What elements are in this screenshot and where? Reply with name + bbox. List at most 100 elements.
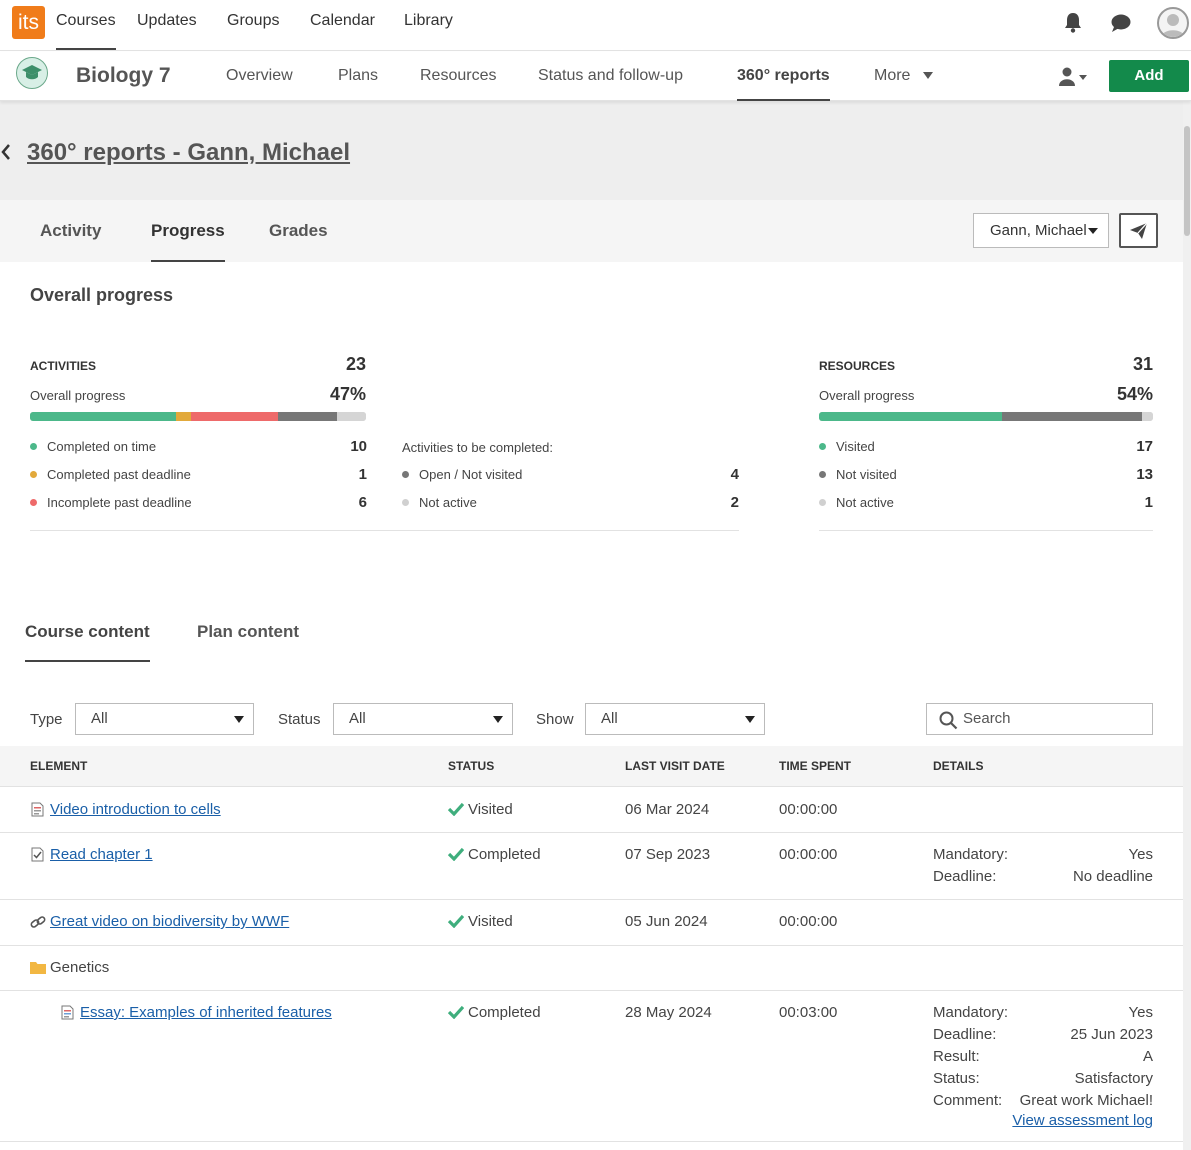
show-filter-select[interactable]: All	[585, 703, 765, 735]
nav-calendar[interactable]: Calendar	[310, 12, 375, 29]
to-complete-label: Activities to be completed:	[402, 440, 554, 455]
resources-progress-label: Overall progress	[819, 388, 915, 403]
status-filter-select[interactable]: All	[333, 703, 513, 735]
check-icon	[448, 802, 464, 816]
element-link[interactable]: Essay: Examples of inherited features	[80, 1004, 332, 1021]
legend-label: Visited	[836, 439, 875, 454]
column-last-visit-date[interactable]: LAST VISIT DATE	[625, 759, 725, 773]
role-menu-icon[interactable]	[1059, 67, 1089, 92]
legend-dot	[402, 471, 409, 478]
bell-icon[interactable]	[1063, 12, 1085, 34]
tab-more-label: More	[874, 67, 911, 84]
legend-completed-on-time: Completed on time	[30, 439, 156, 454]
legend-value: 6	[358, 494, 367, 511]
course-title[interactable]: Biology 7	[76, 64, 171, 87]
chat-icon[interactable]	[1110, 12, 1132, 34]
user-select[interactable]: Gann, Michael	[973, 213, 1109, 248]
caret-down-icon	[745, 716, 755, 723]
scrollbar-thumb[interactable]	[1184, 126, 1190, 236]
tab-status-follow-up[interactable]: Status and follow-up	[538, 67, 683, 84]
tab-progress[interactable]: Progress	[151, 221, 225, 262]
last-visit-date: 05 Jun 2024	[625, 913, 708, 930]
status-text: Completed	[468, 1004, 541, 1021]
legend-dot	[30, 471, 37, 478]
detail-label: Comment:	[933, 1092, 1003, 1109]
legend-value: 13	[1136, 466, 1153, 483]
paper-plane-icon	[1130, 222, 1148, 239]
type-filter-select[interactable]: All	[75, 703, 254, 735]
detail-label: Mandatory:	[933, 1004, 1009, 1021]
tab-resources[interactable]: Resources	[420, 67, 497, 84]
detail-value: Great work Michael!	[1019, 1092, 1153, 1109]
time-spent: 00:03:00	[779, 1004, 838, 1021]
progress-segment	[336, 412, 366, 421]
page-title[interactable]: 360° reports - Gann, Michael	[27, 139, 351, 166]
detail-label: Result:	[933, 1048, 980, 1065]
link-icon	[30, 915, 46, 934]
folder-icon	[30, 961, 46, 979]
nav-updates[interactable]: Updates	[137, 12, 197, 29]
legend-label: Open / Not visited	[419, 467, 523, 482]
nav-library[interactable]: Library	[404, 12, 453, 29]
view-assessment-log-link[interactable]: View assessment log	[1012, 1112, 1153, 1129]
send-message-button[interactable]	[1119, 213, 1158, 248]
show-filter-label: Show	[536, 711, 574, 728]
type-filter-label: Type	[30, 711, 63, 728]
check-icon	[448, 847, 464, 861]
its-logo[interactable]: its	[12, 6, 45, 39]
resources-progress-bar	[819, 412, 1153, 421]
divider	[30, 530, 739, 531]
nav-groups[interactable]: Groups	[227, 12, 280, 29]
caret-down-icon	[922, 72, 933, 79]
tab-course-content[interactable]: Course content	[25, 622, 150, 662]
folder-name[interactable]: Genetics	[50, 959, 110, 976]
status-filter-value: All	[349, 710, 366, 727]
legend-label: Not active	[419, 495, 477, 510]
progress-segment	[278, 412, 337, 421]
back-chevron-icon[interactable]	[0, 143, 12, 166]
legend-value: 10	[350, 438, 367, 455]
tab-grades[interactable]: Grades	[269, 221, 328, 240]
legend-dot	[30, 443, 37, 450]
video-file-icon	[31, 802, 44, 822]
tab-360-reports[interactable]: 360° reports	[737, 67, 830, 101]
resources-progress-pct: 54%	[1116, 384, 1153, 404]
search-input[interactable]: Search	[926, 703, 1153, 735]
progress-segment	[30, 412, 177, 421]
progress-segment	[176, 412, 191, 421]
detail-label: Status:	[933, 1070, 980, 1087]
time-spent: 00:00:00	[779, 801, 838, 818]
page-scrollbar[interactable]	[1183, 101, 1191, 1150]
caret-down-icon	[234, 716, 244, 723]
tab-activity[interactable]: Activity	[40, 221, 102, 240]
last-visit-date: 28 May 2024	[625, 1004, 712, 1021]
detail-label: Mandatory:	[933, 846, 1009, 863]
status-cell: Visited	[448, 801, 513, 818]
tab-more[interactable]: More	[874, 67, 933, 85]
user-avatar-icon[interactable]	[1157, 7, 1189, 39]
tab-plan-content[interactable]: Plan content	[197, 622, 300, 641]
tab-overview[interactable]: Overview	[226, 67, 293, 84]
column-time-spent[interactable]: TIME SPENT	[779, 759, 852, 773]
resources-total: 31	[1132, 354, 1153, 374]
element-link[interactable]: Video introduction to cells	[50, 801, 221, 818]
legend-not-active: Not active	[819, 495, 894, 510]
nav-courses[interactable]: Courses	[56, 12, 116, 50]
column-element[interactable]: ELEMENT	[30, 759, 88, 773]
column-status[interactable]: STATUS	[448, 759, 495, 773]
overall-progress-heading: Overall progress	[30, 285, 174, 305]
element-link[interactable]: Great video on biodiversity by WWF	[50, 913, 290, 930]
element-link[interactable]: Read chapter 1	[50, 846, 153, 863]
add-button[interactable]: Add	[1109, 60, 1189, 92]
page-header: 360° reports - Gann, Michael	[0, 101, 1183, 200]
status-cell: Completed	[448, 1004, 541, 1021]
report-tabs: Activity Progress Grades Gann, Michael	[0, 200, 1183, 262]
graduation-cap-icon	[16, 57, 48, 89]
tab-plans[interactable]: Plans	[338, 67, 379, 84]
status-cell: Visited	[448, 913, 513, 930]
activities-progress-label: Overall progress	[30, 388, 126, 403]
legend-dot	[819, 499, 826, 506]
type-filter-value: All	[91, 710, 108, 727]
detail-value: Satisfactory	[1074, 1070, 1153, 1087]
check-icon	[448, 914, 464, 928]
